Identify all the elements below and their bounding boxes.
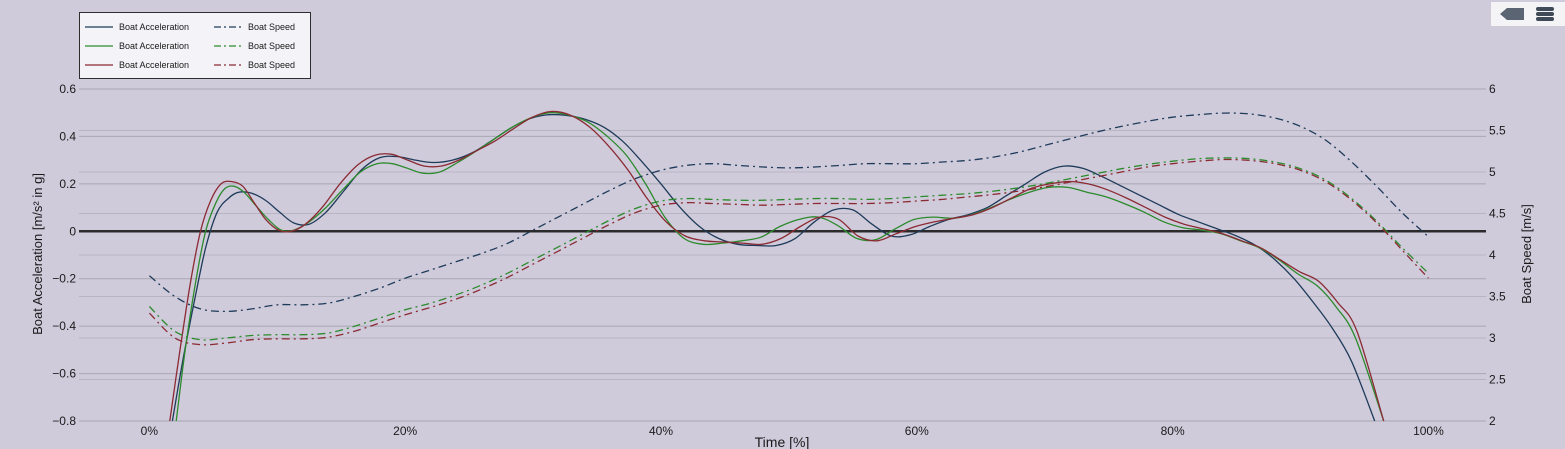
y2-tick-label: 2	[1489, 414, 1496, 428]
y-tick-label: 0.4	[59, 129, 76, 143]
y2-tick-label: 5	[1489, 165, 1496, 179]
y2-tick-label: 4	[1489, 248, 1496, 262]
legend-label: Boat Speed	[248, 41, 296, 51]
y2-tick-label: 6	[1489, 82, 1496, 96]
legend-item: Boat Acceleration	[85, 20, 189, 34]
y2-axis-label: Boat Speed [m/s]	[1519, 204, 1534, 304]
y-tick-label: −0.4	[52, 319, 76, 333]
boat-acceleration-line	[175, 111, 1385, 422]
y2-tick-label: 3.5	[1489, 290, 1506, 304]
legend-line-swatch	[85, 45, 113, 47]
legend-line-swatch	[85, 26, 113, 28]
menu-icon[interactable]	[1531, 4, 1557, 24]
boat-speed-line	[148, 112, 1429, 313]
y2-tick-label: 2.5	[1489, 373, 1506, 387]
legend-item: Boat Speed	[214, 58, 295, 72]
legend-label: Boat Speed	[248, 22, 296, 32]
x-tick-label: 60%	[905, 424, 929, 438]
y-axis-label: Boat Acceleration [m/s² in g]	[30, 173, 45, 335]
legend-line-swatch	[85, 64, 113, 66]
y-tick-label: −0.8	[52, 414, 76, 428]
legend-dash-swatch	[214, 26, 242, 28]
legend-label: Boat Acceleration	[119, 41, 190, 51]
boat-speed-line	[148, 158, 1429, 346]
boat-acceleration-line	[169, 110, 1385, 422]
tag-icon[interactable]	[1499, 4, 1525, 24]
legend-label: Boat Acceleration	[119, 60, 190, 70]
grid-lines	[79, 88, 1486, 422]
x-tick-label: 100%	[1413, 424, 1444, 438]
series-layer	[148, 110, 1429, 422]
y-tick-label: 0.2	[59, 177, 76, 191]
y2-tick-label: 3	[1489, 331, 1496, 345]
tick-labels: 0% 20% 40% 60% 80% 100% 0.6 0.4 0.2 0 −0.2 −0.4 −0.6…	[52, 82, 1506, 438]
legend-item: Boat Speed	[214, 39, 295, 53]
x-tick-label: 0%	[141, 424, 159, 438]
x-tick-label: 80%	[1161, 424, 1185, 438]
legend: Boat Acceleration Boat Acceleration Boat…	[79, 12, 311, 79]
y2-tick-label: 5.5	[1489, 124, 1506, 138]
legend-dash-swatch	[214, 45, 242, 47]
chart-toolbar	[1491, 2, 1565, 26]
legend-item: Boat Speed	[214, 20, 295, 34]
x-tick-label: 20%	[393, 424, 417, 438]
x-axis-label: Time [%]	[755, 434, 810, 449]
legend-item: Boat Acceleration	[85, 39, 189, 53]
x-tick-label: 40%	[649, 424, 673, 438]
legend-label: Boat Acceleration	[119, 22, 190, 32]
legend-label: Boat Speed	[248, 60, 296, 70]
y-tick-label: −0.6	[52, 367, 76, 381]
y-tick-label: 0.6	[59, 82, 76, 96]
y-tick-label: 0	[69, 224, 76, 238]
boat-speed-line	[148, 157, 1429, 341]
legend-item: Boat Acceleration	[85, 58, 189, 72]
boat-acceleration-line	[171, 113, 1376, 422]
legend-dash-swatch	[214, 64, 242, 66]
y2-tick-label: 4.5	[1489, 207, 1506, 221]
y-tick-label: −0.2	[52, 272, 76, 286]
